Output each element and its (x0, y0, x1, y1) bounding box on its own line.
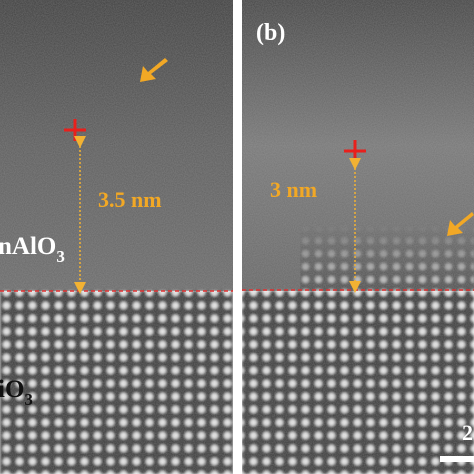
distance-label: 3 nm (270, 177, 317, 202)
noise (242, 0, 474, 474)
panel-a: 3.5 nm nAlO3 iO3 (0, 0, 233, 474)
panel-b: 3 nm (b) 2 (242, 0, 474, 474)
scale-bar-label: 2 (462, 420, 473, 445)
panel-gap (233, 0, 242, 474)
scale-bar (440, 456, 474, 462)
orange-arrow (447, 212, 474, 236)
orange-arrow (140, 58, 168, 82)
layer-label: nAlO3 (0, 233, 65, 266)
distance-label: 3.5 nm (98, 187, 162, 212)
panel-label: (b) (256, 20, 285, 46)
noise (0, 0, 233, 474)
layer-label: iO3 (0, 376, 33, 409)
